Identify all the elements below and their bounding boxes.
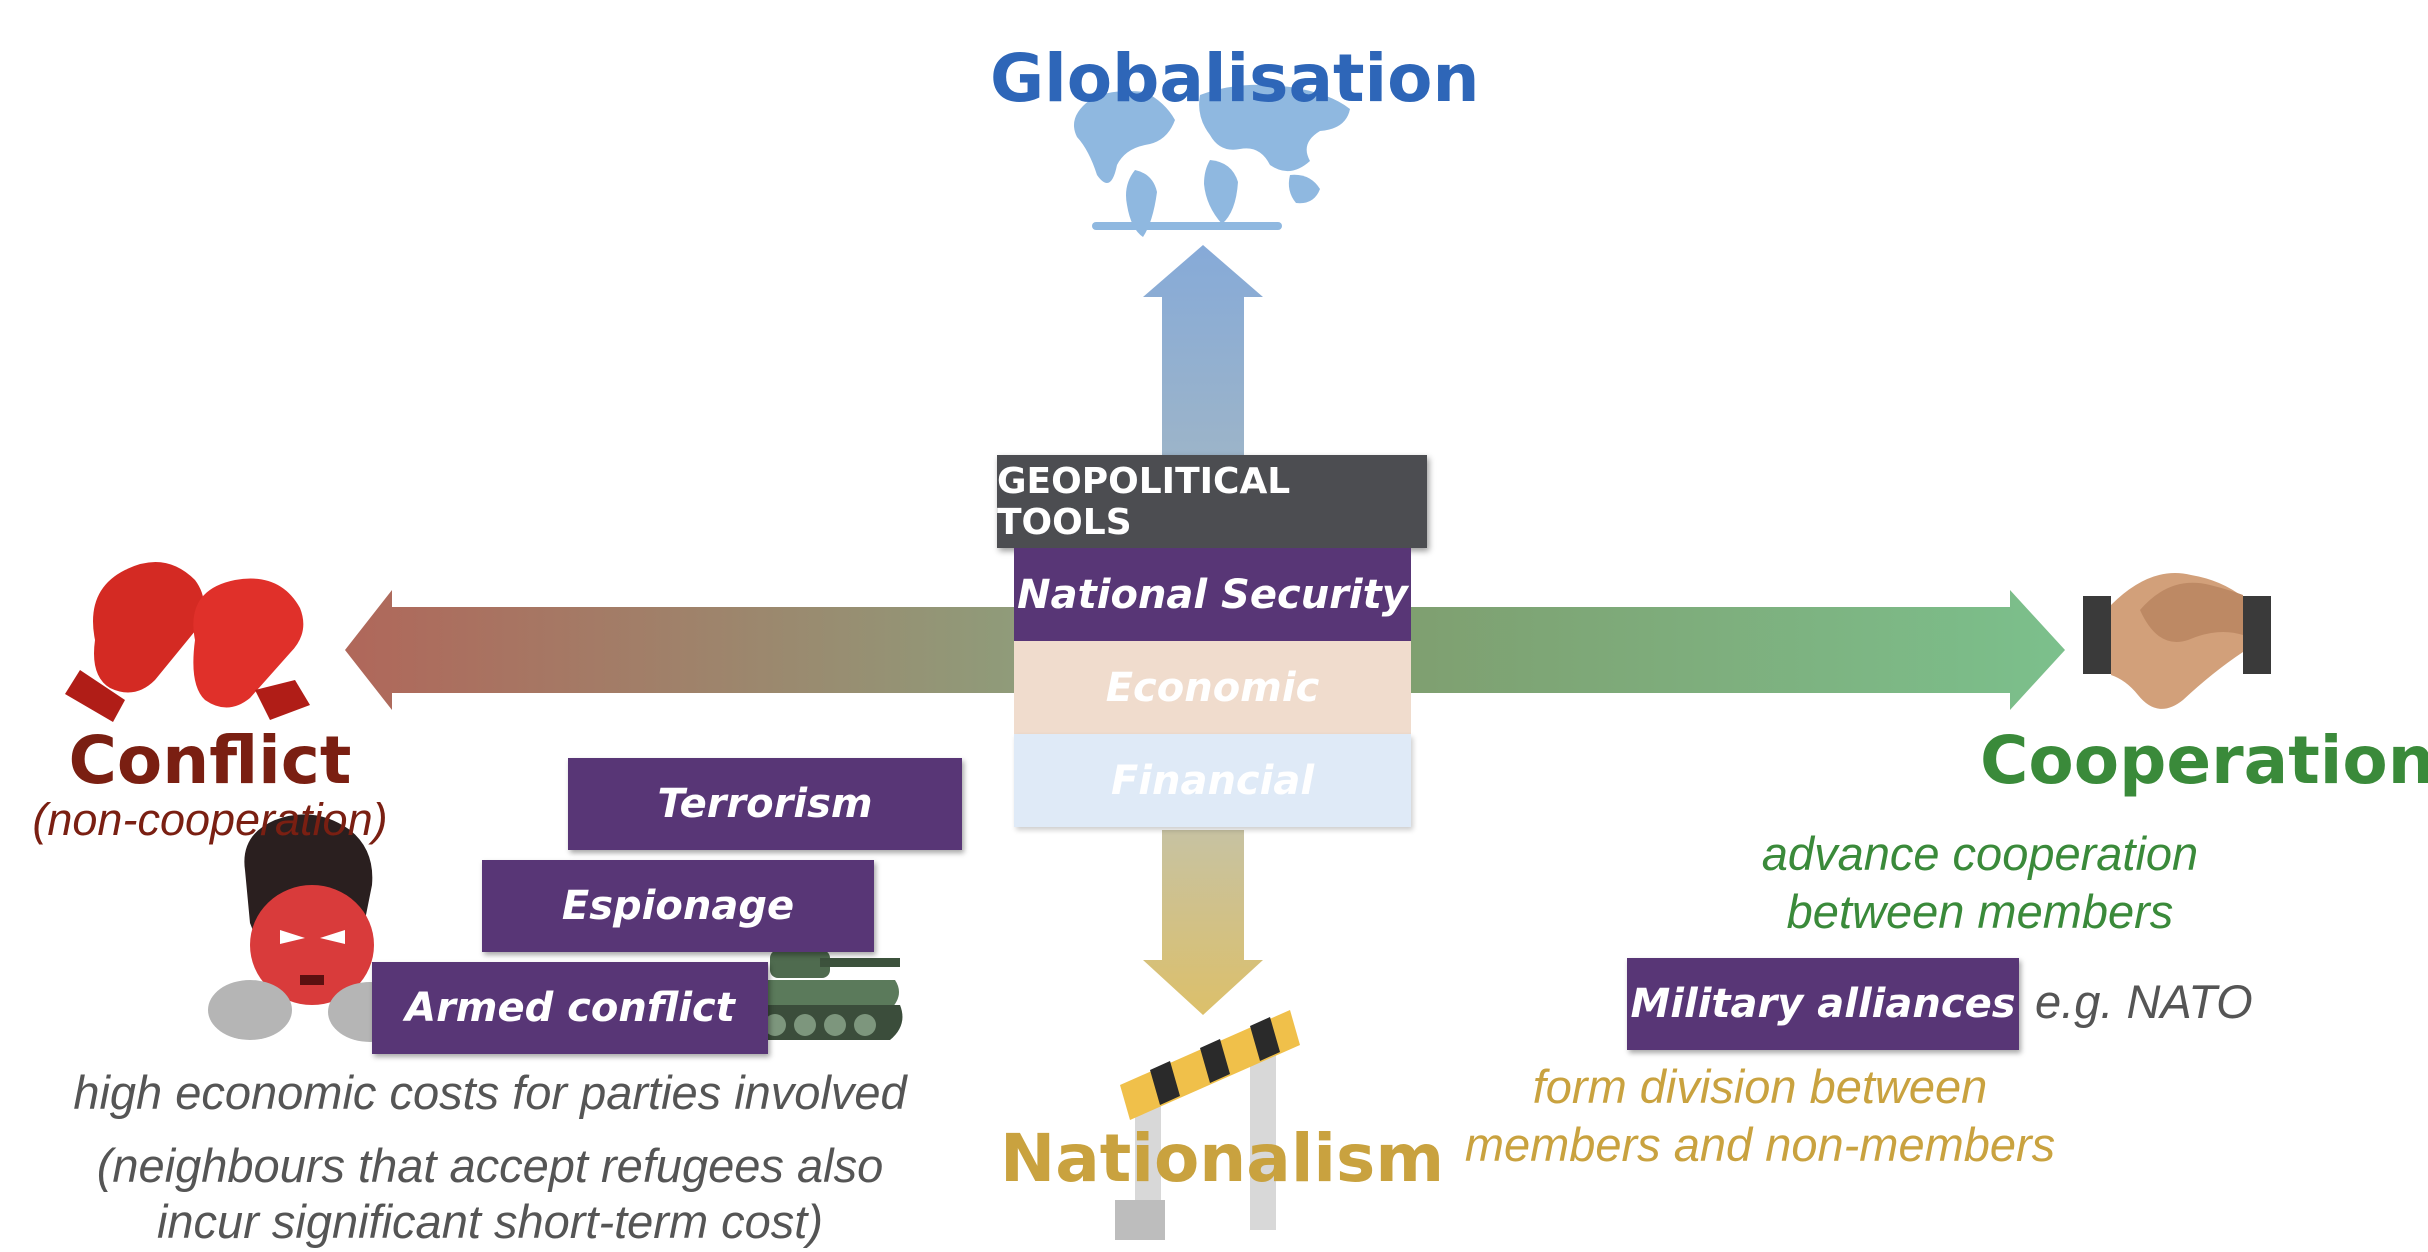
conflict-arrow: [345, 590, 1020, 710]
armed-conflict-box: Armed conflict: [372, 962, 768, 1054]
globalisation-arrow: [1143, 245, 1263, 455]
nationalism-arrow: [1143, 830, 1263, 1015]
geopolitical-tools-header: GEOPOLITICAL TOOLS: [997, 455, 1427, 548]
cooperation-note-1: advance cooperation: [1761, 827, 2199, 880]
nationalism-title: Nationalism: [1000, 1120, 1445, 1197]
conflict-note-3: incur significant short-term cost): [156, 1195, 824, 1248]
cooperation-arrow: [1405, 590, 2065, 710]
conflict-title: Conflict: [68, 722, 352, 799]
tool-financial: Financial: [1014, 734, 1411, 827]
tool-economic: Economic: [1014, 641, 1411, 734]
world-map-icon: [1073, 84, 1350, 237]
conflict-subtitle: (non-cooperation): [32, 794, 388, 845]
espionage-box: Espionage: [482, 860, 874, 952]
handshake-icon: [2083, 573, 2271, 709]
nato-example: e.g. NATO: [2035, 975, 2253, 1028]
terrorism-box: Terrorism: [568, 758, 962, 850]
tool-national-security: National Security: [1014, 548, 1411, 641]
road-barrier-icon: [1115, 1010, 1300, 1240]
division-note-2: members and non-members: [1464, 1118, 2056, 1171]
conflict-note-2: (neighbours that accept refugees also: [96, 1139, 884, 1192]
cooperation-title: Cooperation: [1980, 722, 2428, 799]
division-note-1: form division between: [1532, 1060, 1988, 1113]
cooperation-note-2: between members: [1786, 885, 2174, 938]
conflict-note-1: high economic costs for parties involved: [73, 1066, 907, 1119]
tank-icon: [737, 950, 903, 1040]
globalisation-title: Globalisation: [990, 40, 1480, 117]
military-alliances-box: Military alliances: [1627, 958, 2019, 1050]
boxing-gloves-icon: [65, 562, 310, 722]
